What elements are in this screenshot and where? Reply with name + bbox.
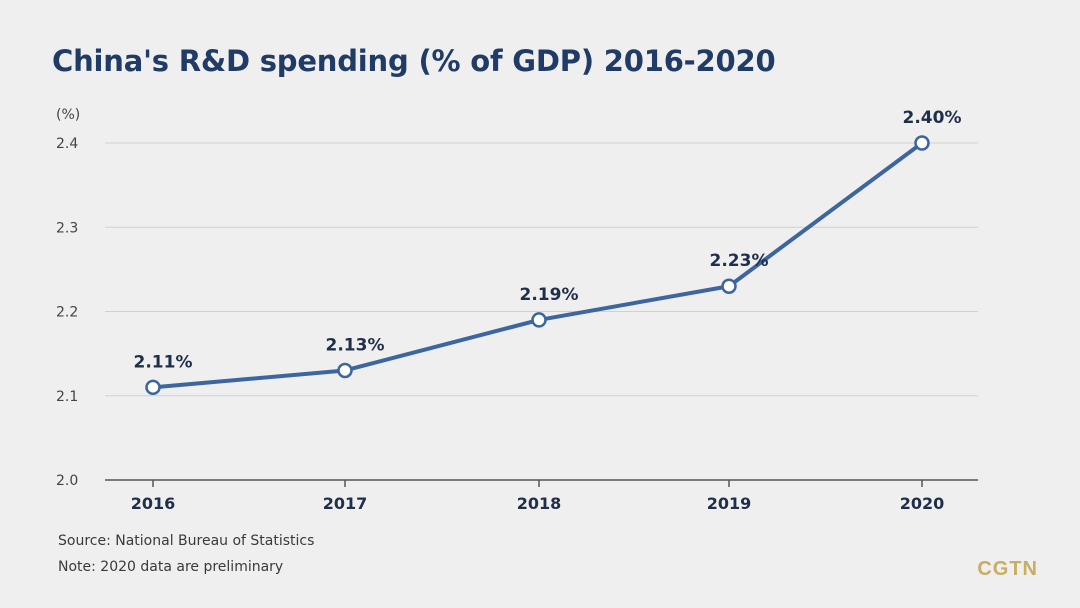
data-label: 2.19% — [520, 285, 579, 305]
x-tick-label: 2018 — [517, 494, 562, 513]
data-label: 2.23% — [710, 251, 769, 271]
y-tick-label: 2.3 — [56, 220, 78, 236]
data-label: 2.11% — [134, 352, 193, 372]
series-line-path — [151, 141, 924, 390]
y-axis-unit-label: (%) — [56, 107, 80, 123]
x-tick-label: 2020 — [900, 494, 945, 513]
series-line — [145, 135, 930, 396]
data-label: 2.40% — [903, 108, 962, 128]
gridlines — [105, 142, 978, 397]
chart-title: China's R&D spending (% of GDP) 2016-202… — [52, 44, 776, 78]
preliminary-note: Note: 2020 data are preliminary — [58, 559, 284, 575]
data-point-marker — [145, 379, 161, 396]
source-note: Source: National Bureau of Statistics — [58, 533, 315, 549]
data-label: 2.13% — [326, 335, 385, 355]
y-tick-label: 2.0 — [56, 473, 78, 489]
data-point-marker — [531, 312, 547, 328]
y-tick-label: 2.1 — [56, 389, 78, 405]
y-tick-label: 2.2 — [56, 305, 78, 321]
data-point-marker — [914, 135, 930, 151]
data-point-marker — [337, 362, 353, 379]
axes: (%) 2.0 2.1 2.2 2.3 2.4 2016 2017 2018 2019 2020 — [56, 107, 978, 513]
x-tick-label: 2016 — [131, 494, 176, 513]
x-tick-label: 2019 — [707, 494, 752, 513]
data-labels: 2.11% 2.13% 2.19% 2.23% 2.40% — [134, 108, 962, 372]
x-tick-label: 2017 — [323, 494, 368, 513]
data-point-marker — [721, 278, 737, 294]
cgtn-logo: CGTN — [977, 558, 1038, 580]
y-tick-label: 2.4 — [56, 136, 78, 152]
